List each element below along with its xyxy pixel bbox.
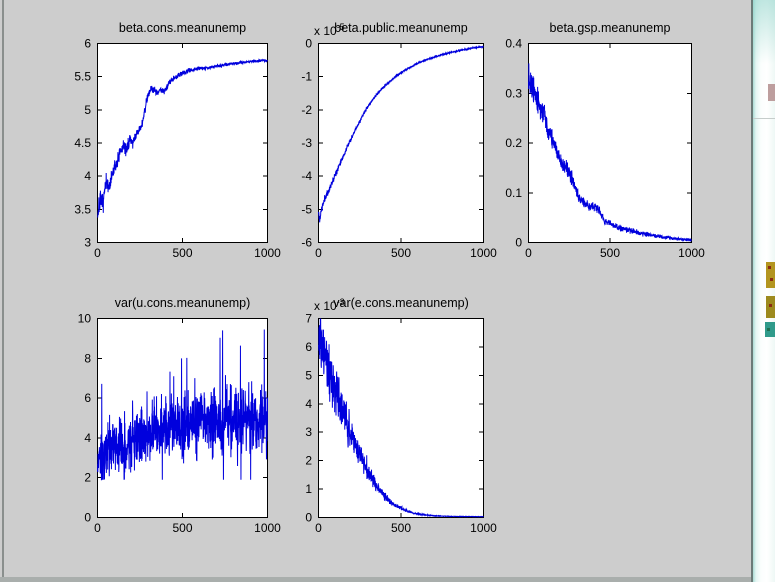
svg-text:1000: 1000 bbox=[254, 521, 281, 535]
svg-text:0: 0 bbox=[84, 511, 91, 525]
chart-title: beta.public.meanunemp bbox=[334, 21, 468, 35]
chart-canvas: 0 500 1000 0 0.1 0.2 0.3 0.4 bbox=[505, 37, 705, 261]
icon-speck bbox=[769, 304, 772, 307]
window-left-border bbox=[2, 0, 4, 582]
chart-canvas: 0 500 1000 0 1 2 3 4 5 6 7 bbox=[305, 312, 497, 536]
svg-text:0.3: 0.3 bbox=[505, 86, 522, 100]
svg-text:-3: -3 bbox=[301, 136, 312, 150]
svg-text:2: 2 bbox=[305, 454, 312, 468]
svg-text:10: 10 bbox=[78, 312, 92, 326]
chart-title: var(u.cons.meanunemp) bbox=[114, 296, 251, 310]
svg-text:1: 1 bbox=[305, 482, 312, 496]
background-window-strip bbox=[753, 0, 775, 582]
desktop-icon-fragment bbox=[766, 296, 775, 318]
svg-text:500: 500 bbox=[172, 521, 192, 535]
background-window-edge-line bbox=[751, 0, 753, 582]
chart-canvas: 0 500 1000 0 2 4 6 8 10 bbox=[78, 312, 282, 536]
window-bottom-border bbox=[0, 577, 775, 582]
svg-text:4: 4 bbox=[305, 397, 312, 411]
svg-text:0: 0 bbox=[515, 236, 522, 250]
exponent-base: x 10 bbox=[314, 24, 337, 38]
subplot-beta-gsp-meanunemp: beta.gsp.meanunemp 0 500 1000 0 0.1 0.2 0.3 0.4 bbox=[505, 21, 705, 261]
svg-text:1000: 1000 bbox=[678, 246, 705, 260]
svg-text:5.5: 5.5 bbox=[74, 70, 91, 84]
desktop-icon-fragment bbox=[766, 262, 775, 288]
svg-text:1000: 1000 bbox=[470, 521, 497, 535]
subplot-var-u-cons-meanunemp: var(u.cons.meanunemp) 0 500 1000 0 2 4 6 8 10 bbox=[78, 296, 282, 536]
svg-text:0: 0 bbox=[94, 246, 101, 260]
svg-text:6: 6 bbox=[305, 340, 312, 354]
svg-text:5: 5 bbox=[84, 103, 91, 117]
svg-text:0: 0 bbox=[315, 246, 322, 260]
svg-text:4.5: 4.5 bbox=[74, 136, 91, 150]
svg-text:0.1: 0.1 bbox=[505, 186, 522, 200]
chart-title: var(e.cons.meanunemp) bbox=[333, 296, 469, 310]
svg-text:0: 0 bbox=[305, 37, 312, 51]
svg-text:-1: -1 bbox=[301, 70, 312, 84]
svg-text:500: 500 bbox=[391, 521, 411, 535]
strip-divider-line bbox=[753, 118, 775, 119]
exponent-power: -3 bbox=[336, 297, 345, 307]
svg-text:0.2: 0.2 bbox=[505, 136, 522, 150]
svg-text:0: 0 bbox=[305, 511, 312, 525]
subplot-var-e-cons-meanunemp: var(e.cons.meanunemp) x 10-3 0 500 1000 0 1 2… bbox=[305, 296, 497, 536]
subplot-beta-cons-meanunemp: beta.cons.meanunemp 0 500 1000 3 3.5 4 4.5 5 5.5… bbox=[74, 21, 281, 261]
svg-text:3.5: 3.5 bbox=[74, 202, 91, 216]
svg-text:-4: -4 bbox=[301, 169, 312, 183]
chart-canvas: 0 500 1000 -6 -5 -4 -3 -2 -1 0 bbox=[301, 37, 497, 261]
svg-text:6: 6 bbox=[84, 391, 91, 405]
svg-text:-2: -2 bbox=[301, 103, 312, 117]
svg-text:0: 0 bbox=[315, 521, 322, 535]
svg-text:2: 2 bbox=[84, 471, 91, 485]
axis-exponent-label: x 10-5 bbox=[314, 22, 345, 38]
svg-text:6: 6 bbox=[84, 37, 91, 51]
svg-text:-5: -5 bbox=[301, 202, 312, 216]
svg-text:4: 4 bbox=[84, 431, 91, 445]
svg-text:500: 500 bbox=[600, 246, 620, 260]
svg-text:0.4: 0.4 bbox=[505, 37, 522, 51]
svg-text:7: 7 bbox=[305, 312, 312, 326]
svg-text:3: 3 bbox=[305, 425, 312, 439]
svg-text:3: 3 bbox=[84, 236, 91, 250]
svg-text:-6: -6 bbox=[301, 236, 312, 250]
svg-text:1000: 1000 bbox=[254, 246, 281, 260]
axis-exponent-label: x 10-3 bbox=[314, 297, 345, 313]
strip-top-tint bbox=[753, 0, 775, 64]
icon-speck bbox=[770, 278, 773, 281]
exponent-base: x 10 bbox=[314, 299, 337, 313]
icon-speck bbox=[767, 328, 770, 331]
icon-speck bbox=[768, 266, 771, 269]
exponent-power: -5 bbox=[336, 22, 345, 32]
chart-canvas: 0 500 1000 3 3.5 4 4.5 5 5.5 6 bbox=[74, 37, 281, 261]
svg-text:500: 500 bbox=[172, 246, 192, 260]
svg-text:1000: 1000 bbox=[470, 246, 497, 260]
chart-title: beta.cons.meanunemp bbox=[118, 21, 247, 35]
chart-title: beta.gsp.meanunemp bbox=[549, 21, 671, 35]
svg-text:500: 500 bbox=[391, 246, 411, 260]
svg-text:8: 8 bbox=[84, 351, 91, 365]
svg-text:0: 0 bbox=[94, 521, 101, 535]
subplot-beta-public-meanunemp: beta.public.meanunemp x 10-5 0 500 1000 -6-… bbox=[301, 21, 497, 261]
desktop-icon-fragment bbox=[768, 84, 775, 101]
svg-text:5: 5 bbox=[305, 368, 312, 382]
desktop-icon-fragment bbox=[765, 322, 775, 337]
svg-text:0: 0 bbox=[525, 246, 532, 260]
svg-text:4: 4 bbox=[84, 169, 91, 183]
